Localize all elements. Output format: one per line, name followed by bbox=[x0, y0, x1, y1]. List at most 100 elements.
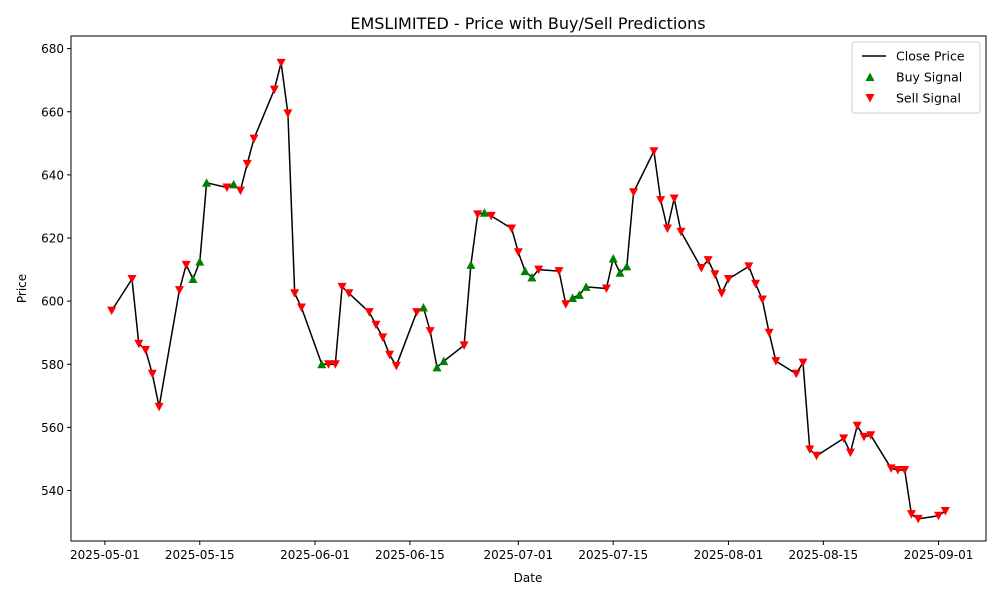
sell-signal-point bbox=[859, 432, 869, 442]
sell-signal-point bbox=[296, 303, 306, 312]
legend-label-close: Close Price bbox=[896, 49, 965, 64]
sell-signal-point bbox=[269, 85, 279, 95]
buy-signal-point bbox=[202, 178, 212, 187]
sell-signal-point bbox=[757, 295, 767, 305]
buy-signal-point bbox=[229, 179, 239, 189]
buy-signal-point bbox=[317, 359, 327, 369]
sell-signal-point bbox=[154, 402, 164, 412]
sell-signal-point bbox=[330, 360, 340, 369]
x-tick-label: 2025-08-01 bbox=[694, 548, 764, 562]
sell-signal-point bbox=[906, 510, 916, 519]
sell-signal-point bbox=[534, 265, 544, 275]
legend: Close Price Buy Signal Sell Signal bbox=[851, 41, 981, 114]
sell-signal-point bbox=[141, 346, 151, 355]
y-axis: 540 560 580 600 620 640 660 680 bbox=[41, 42, 71, 498]
sell-signal-point bbox=[696, 263, 706, 273]
sell-signal-point bbox=[249, 134, 259, 144]
y-tick-label: 600 bbox=[41, 295, 64, 309]
x-tick-label: 2025-07-15 bbox=[578, 548, 648, 562]
sell-signal-point bbox=[812, 451, 822, 461]
buy-signal-point bbox=[188, 274, 198, 284]
sell-signal-point bbox=[744, 262, 754, 271]
sell-signal-point bbox=[385, 350, 395, 360]
buy-signal-point bbox=[527, 272, 537, 282]
y-tick-label: 640 bbox=[41, 168, 64, 182]
x-tick-label: 2025-06-01 bbox=[280, 548, 350, 562]
sell-signal-point bbox=[127, 275, 137, 284]
sell-signal-point bbox=[866, 431, 876, 440]
sell-signal-point bbox=[662, 224, 672, 234]
sell-signal-point bbox=[710, 270, 720, 279]
sell-signal-point bbox=[561, 300, 571, 309]
x-axis-label: Date bbox=[514, 571, 543, 585]
sell-signal-point bbox=[839, 434, 849, 443]
sell-signal-point bbox=[798, 358, 808, 368]
y-tick-label: 620 bbox=[41, 232, 64, 246]
buy-signal-point bbox=[195, 257, 205, 266]
close-price-line bbox=[111, 62, 946, 520]
legend-box bbox=[851, 41, 981, 114]
sell-signal-point bbox=[900, 465, 910, 475]
sell-signal-point bbox=[486, 211, 496, 221]
sell-signal-point bbox=[107, 306, 117, 316]
legend-sell-marker-icon bbox=[865, 94, 875, 103]
y-tick-label: 540 bbox=[41, 484, 64, 498]
buy-signal-point bbox=[439, 356, 449, 366]
sell-signal-point bbox=[276, 58, 286, 68]
x-tick-label: 2025-08-15 bbox=[788, 548, 858, 562]
sell-signal-point bbox=[181, 260, 191, 270]
sell-signal-point bbox=[344, 289, 354, 298]
sell-signal-point bbox=[364, 308, 374, 317]
sell-signal-point bbox=[845, 448, 855, 458]
sell-signal-point bbox=[676, 227, 686, 237]
sell-signal-point bbox=[174, 286, 184, 295]
sell-signal-point bbox=[337, 282, 347, 292]
buy-signal-point bbox=[622, 261, 632, 271]
y-tick-label: 660 bbox=[41, 105, 64, 119]
x-tick-label: 2025-06-15 bbox=[375, 548, 445, 562]
sell-signal-point bbox=[649, 147, 659, 156]
sell-signal-point bbox=[913, 514, 923, 524]
sell-signal-point bbox=[723, 275, 733, 284]
sell-signal-point bbox=[235, 186, 245, 196]
legend-label-buy: Buy Signal bbox=[896, 70, 962, 85]
sell-signal-point bbox=[290, 289, 300, 298]
sell-signal-point bbox=[134, 339, 144, 349]
sell-signal-point bbox=[242, 159, 252, 169]
sell-signal-point bbox=[283, 109, 293, 118]
sell-signal-point bbox=[507, 224, 517, 234]
sell-signal-point bbox=[751, 279, 761, 289]
sell-signal-point bbox=[378, 333, 388, 342]
sell-signal-point bbox=[629, 188, 639, 197]
sell-signal-point bbox=[513, 248, 523, 257]
sell-signal-point bbox=[934, 511, 944, 521]
y-axis-label: Price bbox=[15, 274, 29, 303]
sell-signal-point bbox=[791, 369, 801, 379]
sell-signal-point bbox=[459, 341, 469, 350]
x-tick-label: 2025-07-01 bbox=[483, 548, 553, 562]
sell-signal-point bbox=[371, 320, 381, 330]
sell-signal-point bbox=[940, 507, 950, 516]
y-tick-label: 580 bbox=[41, 358, 64, 372]
buy-signal-point bbox=[568, 293, 578, 302]
sell-signal-point bbox=[669, 194, 679, 204]
x-tick-label: 2025-09-01 bbox=[904, 548, 974, 562]
sell-signal-point bbox=[554, 267, 564, 276]
x-tick-label: 2025-05-01 bbox=[70, 548, 140, 562]
buy-signal-point bbox=[466, 260, 476, 269]
sell-signal-point bbox=[324, 360, 334, 369]
sell-signal-point bbox=[147, 369, 157, 379]
sell-signal-point bbox=[893, 465, 903, 475]
sell-signal-point bbox=[601, 284, 611, 293]
y-tick-label: 680 bbox=[41, 42, 64, 56]
sell-signal-point bbox=[852, 421, 862, 431]
buy-signal-point bbox=[574, 290, 584, 299]
sell-signal-point bbox=[412, 308, 422, 317]
axes-frame bbox=[70, 35, 987, 542]
buy-signal-point bbox=[608, 254, 618, 263]
legend-buy-marker-icon bbox=[865, 72, 875, 81]
buy-signal-point bbox=[418, 302, 428, 312]
x-axis: 2025-05-01 2025-05-15 2025-06-01 2025-06-15… bbox=[70, 541, 973, 562]
